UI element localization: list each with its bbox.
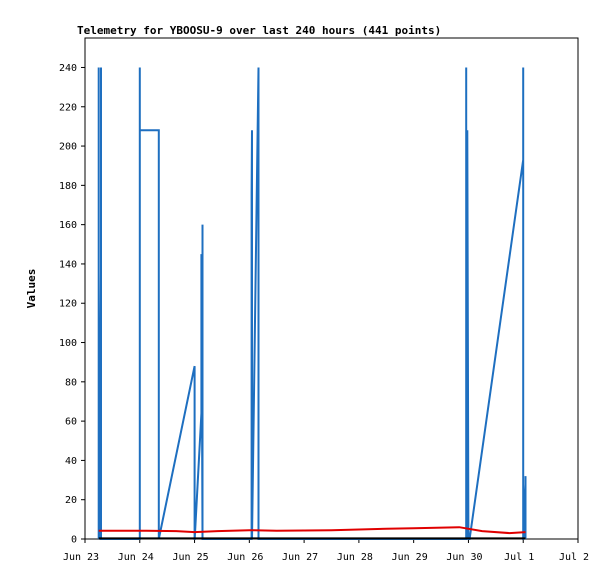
- y-tick-label: 20: [65, 495, 77, 506]
- x-tick-label: Jun 23: [63, 552, 99, 563]
- x-tick-label: Jun 27: [282, 552, 318, 563]
- y-tick-label: 240: [59, 63, 77, 74]
- x-tick-label: Jun 30: [446, 552, 482, 563]
- x-tick-label: Jun 24: [118, 552, 154, 563]
- y-tick-label: 140: [59, 259, 77, 270]
- y-tick-label: 160: [59, 220, 77, 231]
- series-line-2: [98, 526, 526, 535]
- y-tick-label: 60: [65, 417, 77, 428]
- x-tick-label: Jun 29: [392, 552, 428, 563]
- x-tick-label: Jul 2: [559, 552, 589, 563]
- x-axis-ticks: Jun 23 Jun 24 Jun 25 Jun 26 Jun 27 Jun 28 Jun …: [63, 539, 589, 563]
- x-tick-label: Jun 26: [227, 552, 263, 563]
- y-tick-label: 0: [71, 535, 77, 546]
- x-tick-label: Jun 25: [172, 552, 208, 563]
- y-axis-label: Values: [25, 269, 38, 309]
- y-tick-label: 200: [59, 142, 77, 153]
- y-tick-label: 220: [59, 102, 77, 113]
- y-tick-label: 180: [59, 181, 77, 192]
- y-tick-label: 120: [59, 299, 77, 310]
- x-tick-label: Jun 28: [337, 552, 373, 563]
- series-line-1: [97, 67, 527, 540]
- y-tick-label: 40: [65, 456, 77, 467]
- y-tick-label: 100: [59, 338, 77, 349]
- y-axis-ticks: 0 20 40 60 80 100 120 140 160 180 200 220 240: [59, 63, 85, 546]
- chart-title: Telemetry for YBOOSU-9 over last 240 hou…: [77, 24, 442, 37]
- x-tick-label: Jul 1: [504, 552, 534, 563]
- series-layer: [97, 67, 527, 540]
- y-tick-label: 80: [65, 377, 77, 388]
